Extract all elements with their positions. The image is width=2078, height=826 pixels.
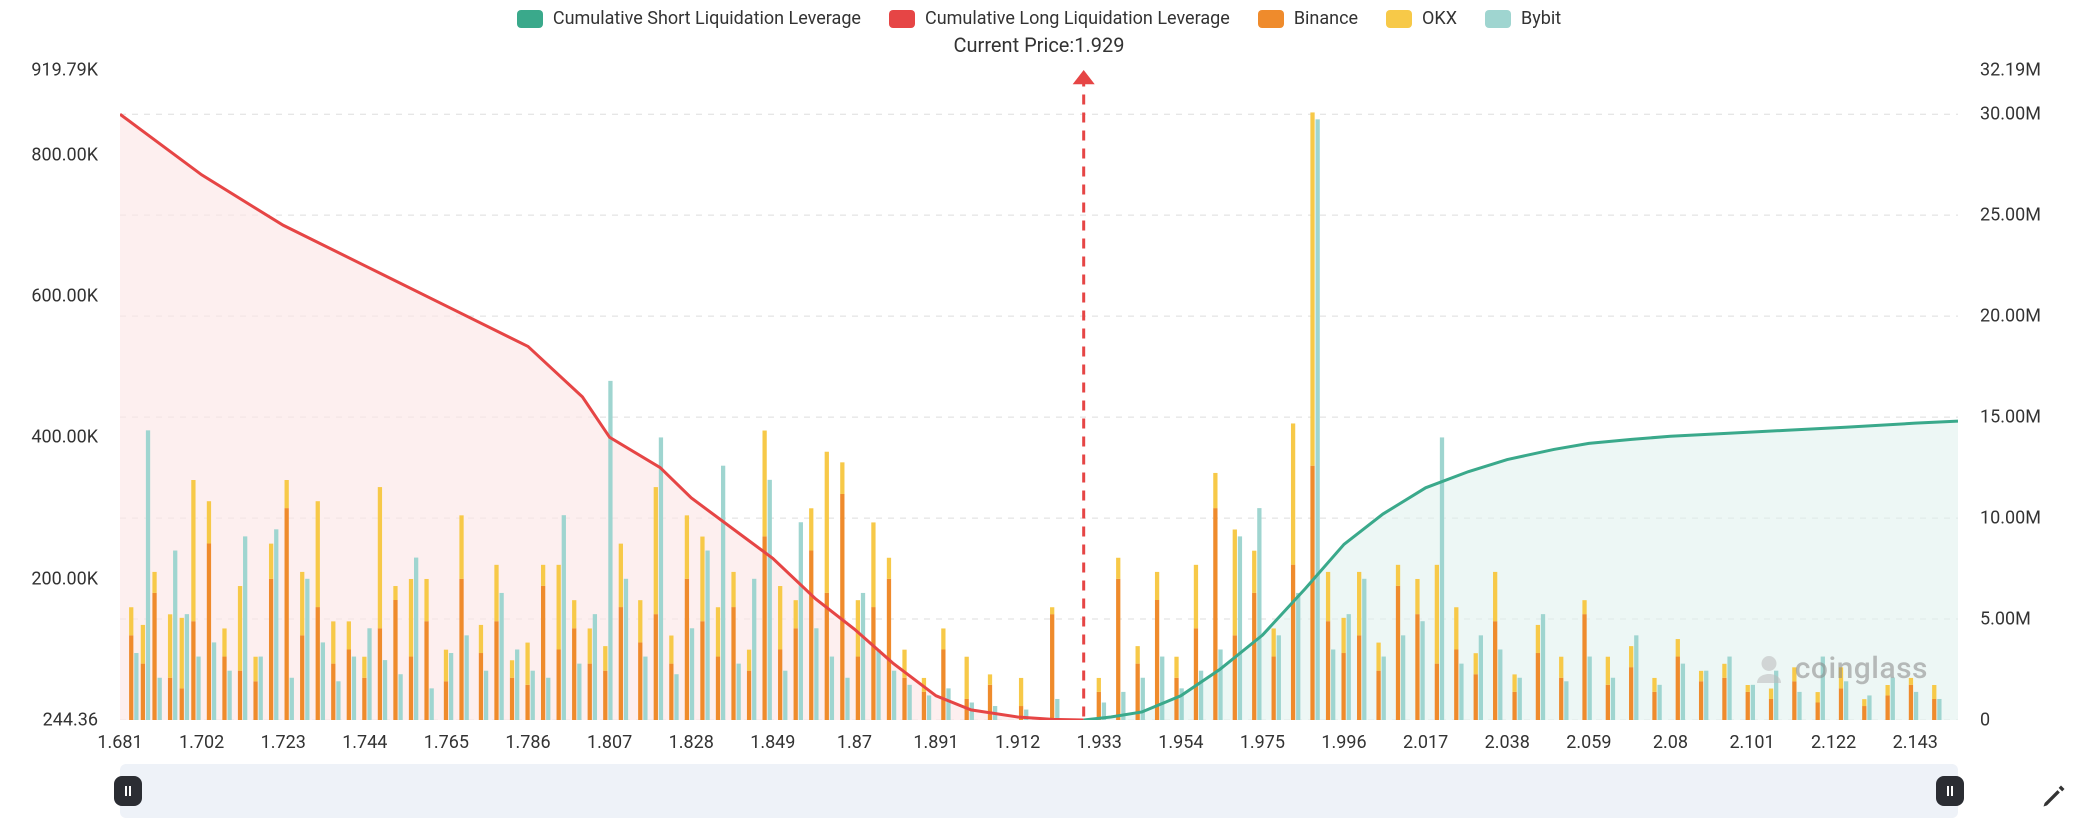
legend-label: Cumulative Short Liquidation Leverage [553,8,861,29]
x-tick: 1.744 [342,732,387,753]
x-tick: 2.038 [1485,732,1530,753]
y-right-tick: 5.00M [1980,609,2078,630]
x-tick: 1.765 [424,732,469,753]
watermark: coinglass [1751,650,1928,686]
x-tick: 2.08 [1653,732,1688,753]
x-tick: 1.891 [913,732,958,753]
x-tick: 2.017 [1403,732,1448,753]
y-right-tick: 30.00M [1980,104,2078,125]
x-tick: 2.122 [1811,732,1856,753]
y-right-tick: 10.00M [1980,508,2078,529]
legend-swatch [1258,10,1284,28]
y-left-tick: 200.00K [0,568,98,589]
y-left-tick: 600.00K [0,286,98,307]
legend: Cumulative Short Liquidation Leverage Cum… [0,0,2078,29]
x-tick: 1.681 [97,732,142,753]
legend-swatch [889,10,915,28]
current-price-label: Current Price:1.929 [0,29,2078,57]
y-axis-right: 05.00M10.00M15.00M20.00M25.00M30.00M32.1… [1968,70,2078,720]
x-tick: 2.059 [1566,732,1611,753]
legend-item[interactable]: Cumulative Short Liquidation Leverage [517,8,861,29]
chart-zone: 244.36200.00K400.00K600.00K800.00K919.79… [0,70,2078,720]
x-tick: 1.87 [837,732,872,753]
x-tick: 1.954 [1158,732,1203,753]
watermark-text: coinglass [1795,651,1928,686]
legend-item[interactable]: Cumulative Long Liquidation Leverage [889,8,1230,29]
legend-label: Binance [1294,8,1358,29]
coinglass-logo-icon [1751,650,1787,686]
y-left-tick: 244.36 [0,710,98,731]
x-tick: 1.807 [587,732,632,753]
x-axis: 1.6811.7021.7231.7441.7651.7861.8071.828… [120,726,1958,756]
edit-icon[interactable] [2034,776,2074,816]
x-tick: 1.996 [1321,732,1366,753]
range-handle-left[interactable] [114,776,142,806]
legend-label: OKX [1422,8,1457,29]
current-price-value: 1.929 [1074,33,1124,57]
x-tick: 1.786 [505,732,550,753]
y-left-tick: 919.79K [0,60,98,81]
x-tick: 1.828 [669,732,714,753]
legend-item[interactable]: Binance [1258,8,1358,29]
x-tick: 1.723 [261,732,306,753]
y-right-tick: 15.00M [1980,407,2078,428]
range-handle-right[interactable] [1936,776,1964,806]
chart-container: Cumulative Short Liquidation Leverage Cum… [0,0,2078,826]
x-tick: 2.101 [1729,732,1774,753]
plot-area [120,70,1958,720]
y-right-tick: 25.00M [1980,205,2078,226]
legend-swatch [517,10,543,28]
y-left-tick: 800.00K [0,144,98,165]
grip-icon [1945,784,1955,798]
y-right-tick: 0 [1980,710,2078,731]
y-right-tick: 20.00M [1980,306,2078,327]
plot-svg [120,70,1958,720]
x-tick: 1.912 [995,732,1040,753]
legend-label: Bybit [1521,8,1561,29]
legend-swatch [1485,10,1511,28]
x-tick: 2.143 [1893,732,1938,753]
x-tick: 1.702 [179,732,224,753]
y-left-tick: 400.00K [0,427,98,448]
x-tick: 1.933 [1077,732,1122,753]
legend-item[interactable]: OKX [1386,8,1457,29]
legend-swatch [1386,10,1412,28]
current-price-prefix: Current Price: [954,33,1075,57]
x-tick: 1.975 [1240,732,1285,753]
x-tick: 1.849 [750,732,795,753]
y-right-tick: 32.19M [1980,60,2078,81]
range-scrollbar[interactable] [120,764,1958,818]
legend-item[interactable]: Bybit [1485,8,1561,29]
grip-icon [123,784,133,798]
legend-label: Cumulative Long Liquidation Leverage [925,8,1230,29]
y-axis-left: 244.36200.00K400.00K600.00K800.00K919.79… [0,70,110,720]
